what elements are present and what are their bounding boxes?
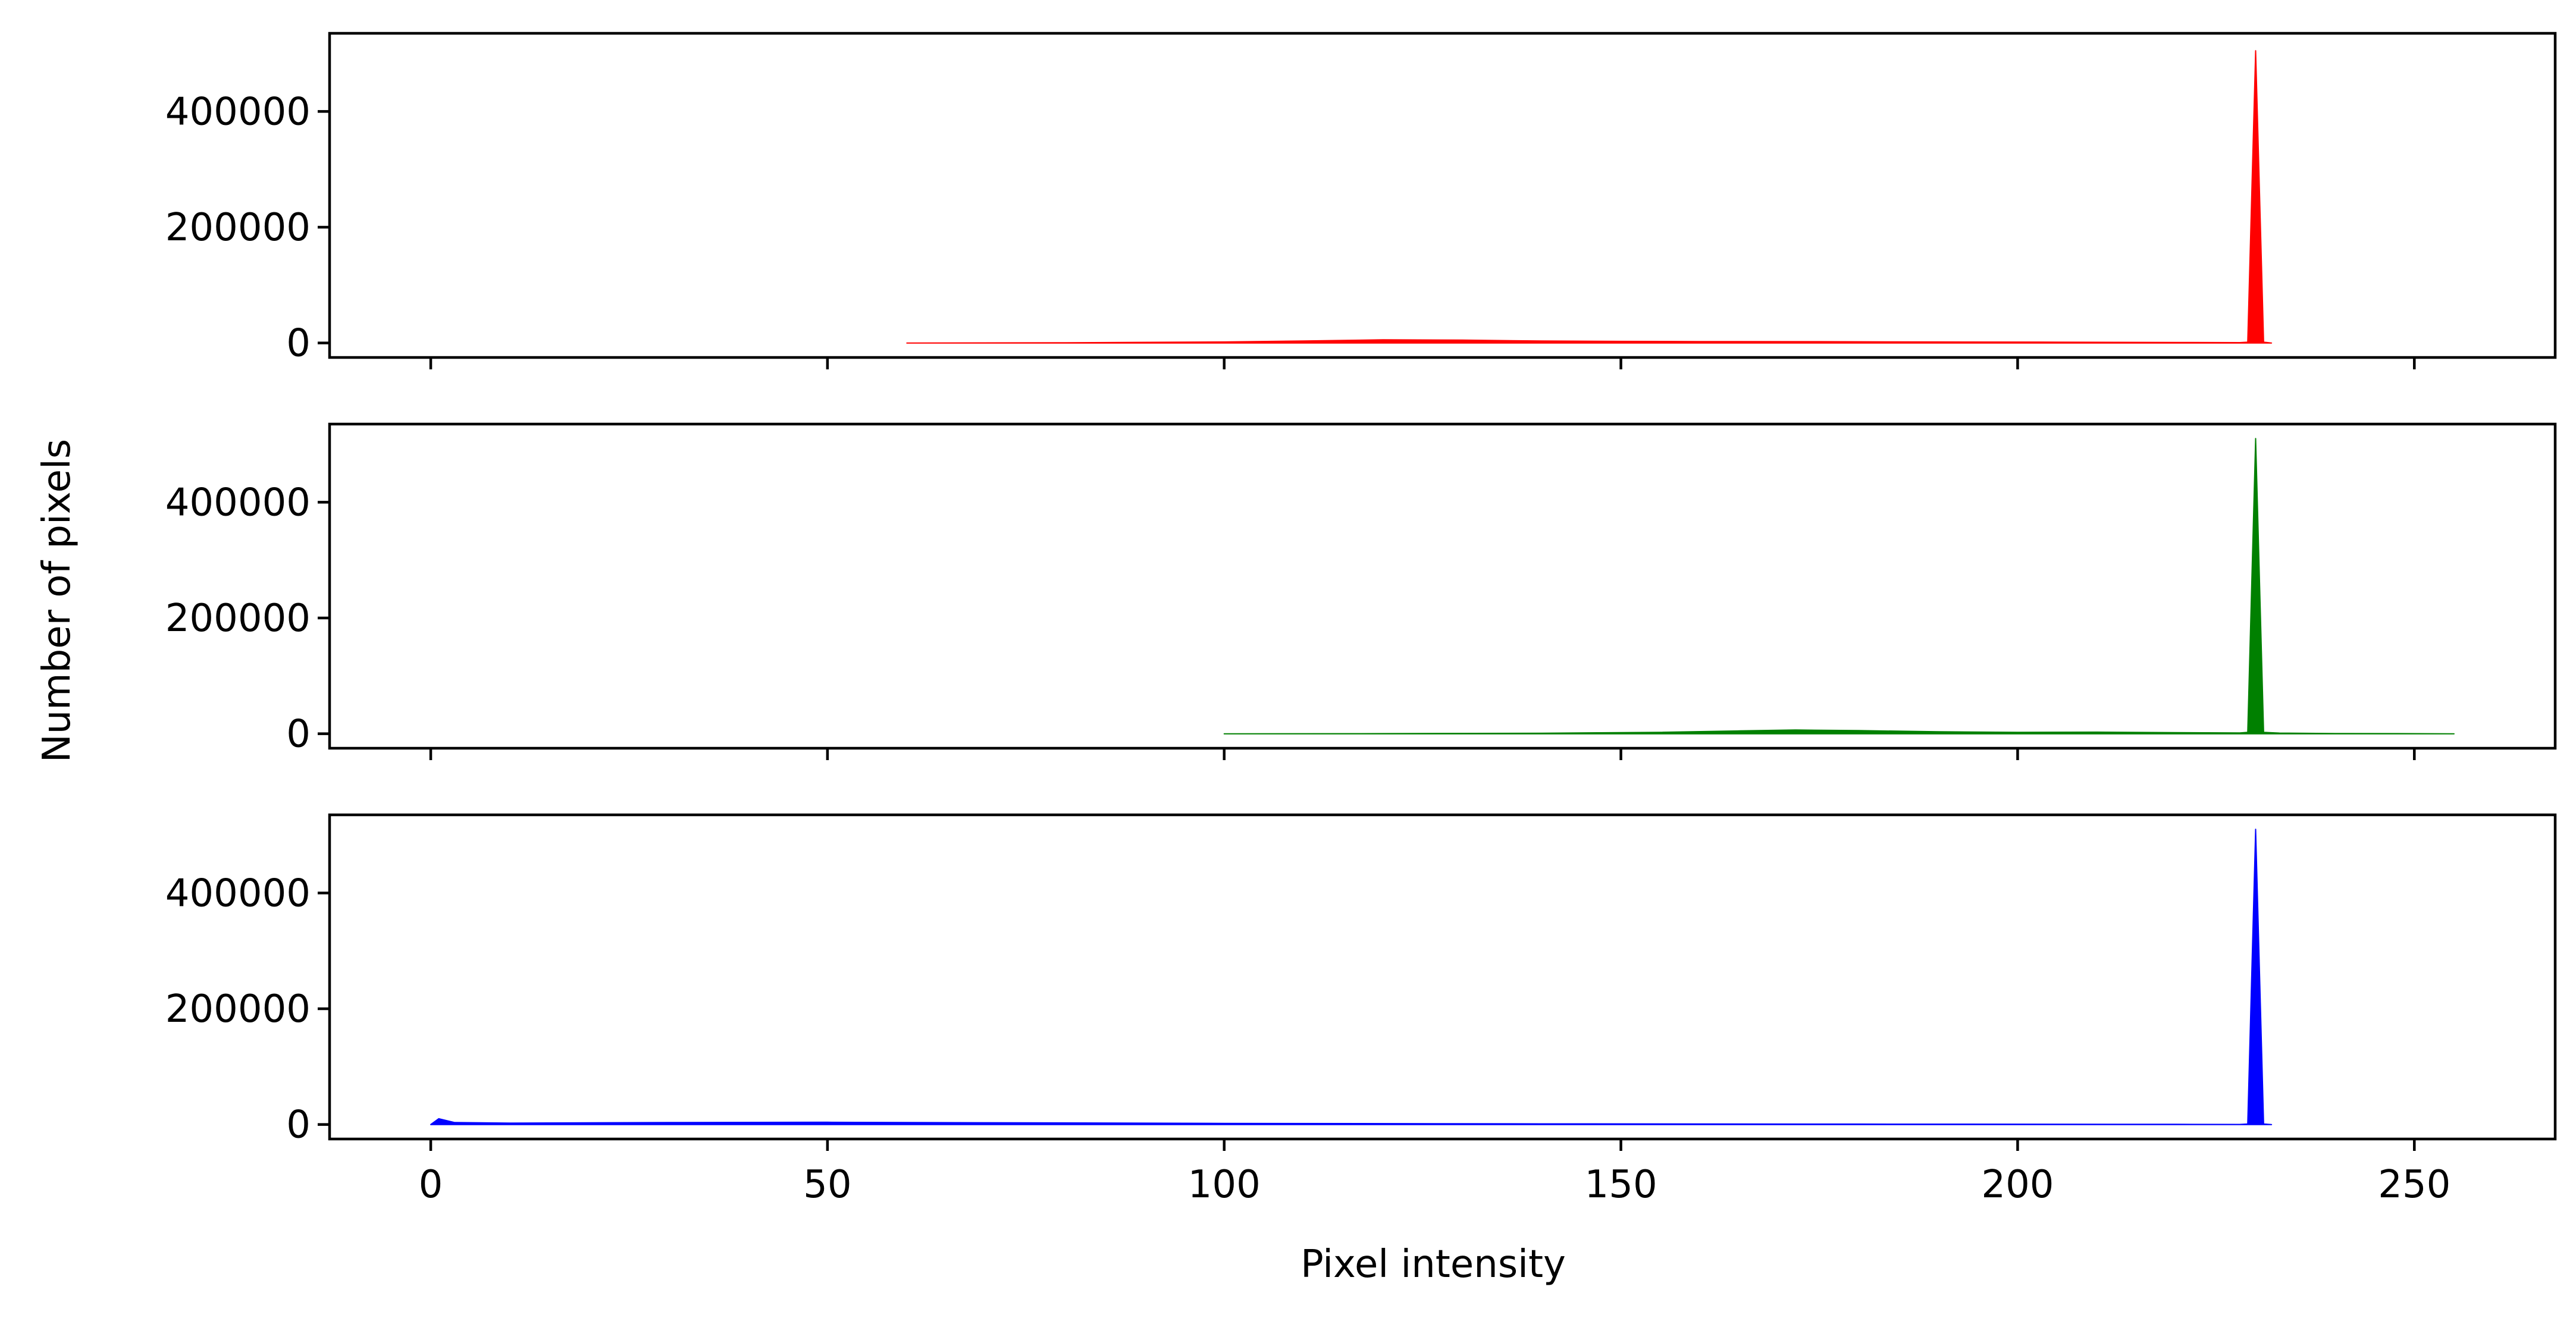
x-tick-label: 0 (419, 1163, 443, 1207)
y-tick-label: 400000 (165, 90, 311, 134)
red-histogram-area (906, 50, 2273, 344)
x-tick-label: 100 (1188, 1163, 1261, 1207)
panel-green: 0 200000 400000 (165, 422, 2557, 760)
y-tick-label: 200000 (165, 206, 311, 250)
y-tick-label: 0 (286, 322, 311, 366)
y-tick-label: 200000 (165, 987, 311, 1031)
plot-frame (328, 813, 2557, 1141)
panel-blue: 0 200000 400000 0 50 100 150 200 250 (165, 813, 2557, 1207)
green-histogram-area (1223, 438, 2455, 735)
y-tick-label: 400000 (165, 871, 311, 915)
panel-red: 0 200000 400000 (165, 32, 2557, 369)
x-tick-label: 250 (2378, 1163, 2450, 1207)
y-axis-label: Number of pixels (35, 439, 79, 763)
y-tick-label: 400000 (165, 481, 311, 525)
x-axis-label: Pixel intensity (1300, 1242, 1566, 1287)
y-tick-label: 200000 (165, 597, 311, 641)
plot-frame (328, 32, 2557, 359)
blue-histogram-area (430, 829, 2273, 1125)
plot-frame (328, 422, 2557, 750)
panels-layer: 0200000400000020000040000002000004000000… (165, 32, 2557, 1207)
x-tick-label: 200 (1981, 1163, 2054, 1207)
x-tick-label: 150 (1585, 1163, 1657, 1207)
y-tick-label: 0 (286, 1103, 311, 1147)
x-tick-label: 50 (803, 1163, 851, 1207)
y-tick-label: 0 (286, 713, 311, 757)
